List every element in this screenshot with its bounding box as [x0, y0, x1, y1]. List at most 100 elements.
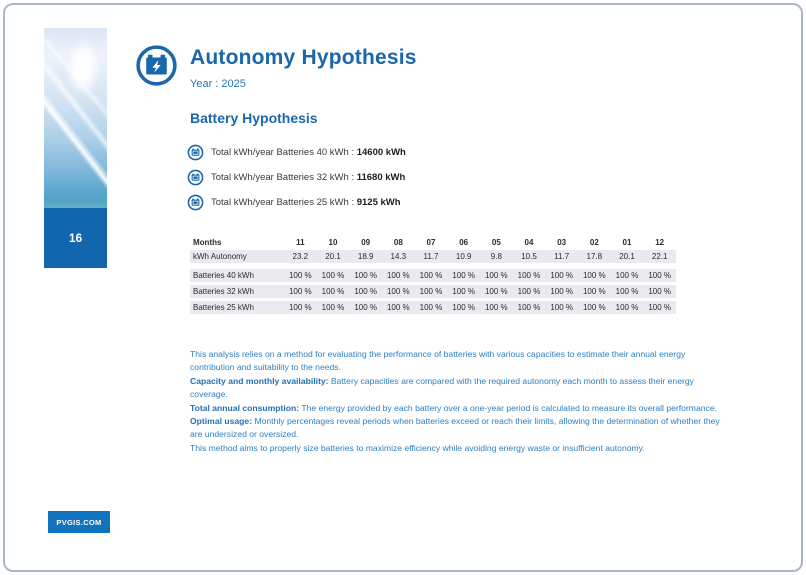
- table-cell: 100 %: [648, 271, 671, 280]
- page-number: 16: [44, 208, 107, 268]
- note-line: Capacity and monthly availability: Batte…: [190, 375, 694, 400]
- note-line-bold-label: Capacity and monthly availability:: [190, 375, 329, 386]
- battery-totals: Total kWh/year Batteries 40 kWh : 14600 …: [187, 143, 406, 218]
- table-cell: 03: [557, 237, 567, 247]
- table-cell: 100 %: [550, 271, 573, 280]
- table-cell: 100 %: [288, 303, 312, 312]
- table-cell: 100 %: [517, 271, 541, 280]
- battery-icon: [187, 194, 204, 210]
- note-line: This analysis relies on a method for eva…: [190, 349, 686, 373]
- table-cell: 100 %: [386, 303, 410, 312]
- table-cell: 100 %: [354, 303, 377, 312]
- battery-total-text: Total kWh/year Batteries 25 kWh : 9125 k…: [211, 196, 401, 208]
- table-cell: 100 %: [386, 287, 410, 296]
- battery-row: Batteries 40 kWh 100 % 100 % 100 % 100 % 100 …: [190, 269, 676, 282]
- table-cell: 08: [393, 237, 403, 247]
- battery-row: Batteries 25 kWh 100 % 100 % 100 % 100 % 100 …: [190, 301, 676, 314]
- table-cell: 100 %: [615, 287, 639, 296]
- table-cell: 12: [655, 237, 665, 247]
- table-cell: 100 %: [354, 287, 377, 296]
- battery-total-value: 11680 kWh: [356, 171, 406, 183]
- table-cell: 01: [622, 237, 632, 247]
- note-line: This method aims to properly size batter…: [190, 442, 645, 453]
- row-label: Batteries 40 kWh: [193, 271, 254, 280]
- table-cell: 18.9: [357, 252, 374, 261]
- autonomy-row: kWh Autonomy 23.2 20.1 18.9 14.3 11.7 10.9 9.8 1…: [190, 250, 676, 263]
- table-cell: 100 %: [517, 303, 541, 312]
- table-cell: 100 %: [582, 303, 606, 312]
- table-cell: 11: [296, 237, 305, 247]
- battery-total-text: Total kWh/year Batteries 40 kWh : 14600 …: [211, 146, 406, 158]
- table-cell: 10: [328, 237, 338, 247]
- table-cell: 100 %: [452, 271, 475, 280]
- table-cell: 100 %: [321, 287, 345, 296]
- table-cell: 20.1: [619, 252, 635, 261]
- table-cell: 100 %: [354, 271, 377, 280]
- table-cell: 100 %: [550, 303, 573, 312]
- note-line: Total annual consumption: The energy pro…: [190, 402, 717, 413]
- table-cell: 100 %: [582, 271, 606, 280]
- page-title: Autonomy Hypothesis: [190, 46, 417, 69]
- table-cell: 14.3: [390, 252, 407, 261]
- row-label: Batteries 25 kWh: [193, 303, 254, 312]
- months-header-row: Months 11 10 09 08 07 06 05 04 03 02 01 12: [190, 236, 676, 248]
- battery-total-line: Total kWh/year Batteries 25 kWh : 9125 k…: [187, 193, 406, 211]
- table-cell: 22.1: [651, 252, 668, 261]
- table-cell: 100 %: [321, 303, 345, 312]
- table-cell: 23.2: [292, 252, 309, 261]
- battery-total-text: Total kWh/year Batteries 32 kWh : 11680 …: [211, 171, 406, 183]
- table-cell: 100 %: [484, 271, 508, 280]
- battery-row: Batteries 32 kWh 100 % 100 % 100 % 100 % 100 …: [190, 285, 676, 298]
- table-cell: 11.7: [423, 252, 439, 261]
- battery-total-value: 9125 kWh: [356, 196, 401, 208]
- table-cell: 100 %: [615, 271, 639, 280]
- table-cell: 04: [524, 237, 534, 247]
- section-title: Battery Hypothesis: [190, 110, 318, 126]
- table-cell: 10.9: [455, 252, 472, 261]
- table-cell: 100 %: [648, 287, 671, 296]
- table-cell: 9.8: [490, 252, 502, 261]
- table-cell: 06: [459, 237, 469, 247]
- table-cell: 100 %: [615, 303, 639, 312]
- table-cell: 20.1: [325, 252, 341, 261]
- row-label: kWh Autonomy: [193, 252, 247, 261]
- table-cell: 100 %: [484, 303, 508, 312]
- method-notes: This analysis relies on a method for eva…: [190, 348, 723, 455]
- row-label: Months: [193, 237, 222, 247]
- autonomy-table: Months 11 10 09 08 07 06 05 04 03 02 01 12 kWh Autono…: [190, 236, 676, 314]
- battery-total-value: 14600 kWh: [356, 146, 406, 158]
- pvgis-footer-badge[interactable]: PVGIS.COM: [48, 511, 110, 533]
- note-line-bold-label: Optimal usage:: [190, 416, 253, 427]
- table-cell: 07: [426, 237, 436, 247]
- table-cell: 100 %: [452, 287, 475, 296]
- table-cell: 100 %: [517, 287, 541, 296]
- table-cell: 100 %: [484, 287, 508, 296]
- note-line: Optimal usage: Monthly percentages revea…: [190, 416, 720, 440]
- table-cell: 100 %: [550, 287, 573, 296]
- table-cell: 100 %: [386, 271, 410, 280]
- battery-icon: [187, 144, 204, 160]
- table-cell: 100 %: [452, 303, 475, 312]
- table-cell: 100 %: [288, 271, 312, 280]
- table-cell: 100 %: [648, 303, 671, 312]
- table-cell: 100 %: [288, 287, 312, 296]
- table-cell: 10.5: [521, 252, 537, 261]
- year-label: Year : 2025: [190, 78, 246, 90]
- battery-bolt-icon: [136, 45, 177, 86]
- note-line-bold-label: Total annual consumption:: [190, 402, 300, 413]
- table-cell: 02: [589, 237, 599, 247]
- table-cell: 100 %: [582, 287, 606, 296]
- table-cell: 100 %: [321, 271, 345, 280]
- battery-total-line: Total kWh/year Batteries 40 kWh : 14600 …: [187, 143, 406, 161]
- battery-icon: [187, 169, 204, 185]
- table-cell: 09: [361, 237, 371, 247]
- row-label: Batteries 32 kWh: [193, 287, 254, 296]
- table-cell: 100 %: [419, 303, 443, 312]
- battery-total-line: Total kWh/year Batteries 32 kWh : 11680 …: [187, 168, 406, 186]
- sidebar-sky-image: [44, 28, 107, 208]
- table-cell: 11.7: [554, 252, 570, 261]
- table-cell: 05: [491, 237, 501, 247]
- table-cell: 100 %: [419, 287, 443, 296]
- table-cell: 17.8: [586, 252, 603, 261]
